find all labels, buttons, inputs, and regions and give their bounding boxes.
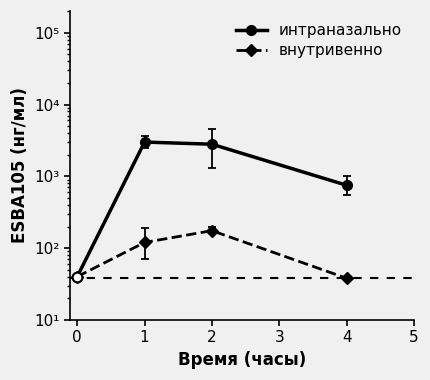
Y-axis label: ESBA105 (нг/мл): ESBA105 (нг/мл)	[11, 87, 29, 244]
Legend: интраназально, внутривенно: интраназально, внутривенно	[231, 19, 406, 62]
Line: интраназально: интраназально	[72, 137, 352, 282]
интраназально	[209, 142, 215, 147]
X-axis label: Время (часы): Время (часы)	[178, 351, 307, 369]
Line: внутривенно: внутривенно	[73, 226, 351, 282]
внутривенно	[209, 228, 215, 233]
внутривенно	[142, 240, 147, 245]
внутривенно	[75, 274, 80, 279]
интраназально	[142, 140, 147, 144]
интраназально	[344, 183, 349, 188]
внутривенно	[344, 276, 349, 280]
интраназально	[75, 274, 80, 279]
